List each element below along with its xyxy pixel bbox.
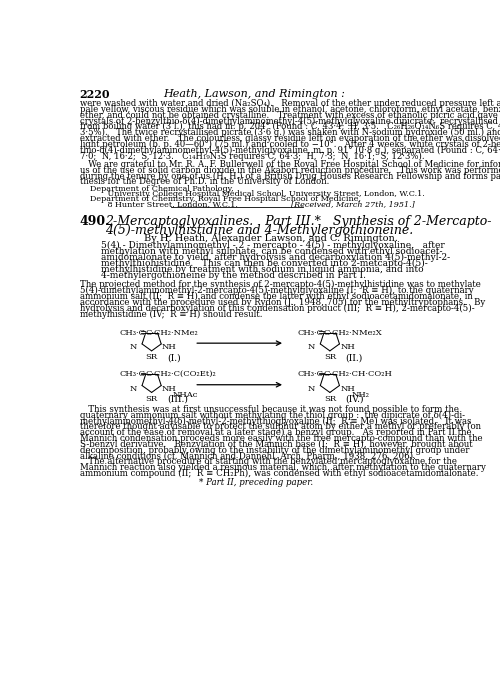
Text: NH: NH — [340, 343, 355, 351]
Text: decomposition, probably owing to the instability of the dimethylaminomethyl grou: decomposition, probably owing to the ins… — [80, 445, 469, 454]
Text: (I.): (I.) — [167, 353, 181, 362]
Text: NH: NH — [162, 385, 176, 393]
Text: By H. Heath, Alexander Lawson, and C. Rimington.: By H. Heath, Alexander Lawson, and C. Ri… — [144, 234, 398, 242]
Text: 8 Hunter Street, London, W.C.1.: 8 Hunter Street, London, W.C.1. — [100, 200, 237, 208]
Text: Mannich condensation proceeds more easily with the free mercapto-compound than w: Mannich condensation proceeds more easil… — [80, 434, 482, 443]
Text: NH₂: NH₂ — [351, 391, 369, 399]
Text: C·CH₂·NMe₂: C·CH₂·NMe₂ — [146, 329, 198, 337]
Text: Department of Chemical Pathology,: Department of Chemical Pathology, — [90, 184, 233, 193]
Text: 2-Mercaptoglyoxalines.   Part III.*   Synthesis of 2-Mercapto-: 2-Mercaptoglyoxalines. Part III.* Synthe… — [105, 215, 492, 228]
Text: were washed with water and dried (Na₂SO₄).   Removal of the ether under reduced : were washed with water and dried (Na₂SO₄… — [80, 99, 500, 108]
Text: The projected method for the synthesis of 2-mercapto-4(5)-methylhistidine was to: The projected method for the synthesis o… — [80, 280, 480, 290]
Text: SR: SR — [146, 353, 158, 361]
Text: N: N — [308, 343, 315, 351]
Text: thesis for the Degree of Ph.D. in the University of London.: thesis for the Degree of Ph.D. in the Un… — [80, 177, 329, 187]
Text: C·CH₂·NMe₂X: C·CH₂·NMe₂X — [324, 329, 382, 337]
Text: hydrolysis and decarboxylation of this condensation product (III;  R ≡ H), 2-mer: hydrolysis and decarboxylation of this c… — [80, 303, 474, 313]
Text: 490.: 490. — [80, 215, 110, 228]
Text: 5(4) - Dimethylaminomethyl - 2 - mercapto - 4(5) - methylglyoxaline,   after: 5(4) - Dimethylaminomethyl - 2 - mercapt… — [101, 242, 445, 251]
Text: methylthiohistidine.   This can then be converted into 2-metcapto-4(5)-: methylthiohistidine. This can then be co… — [101, 259, 428, 269]
Text: 3·5%).   The twice recrystallised picrate (3·6 g.) was shaken with N-sodium hydr: 3·5%). The twice recrystallised picrate … — [80, 128, 500, 137]
Text: N: N — [308, 385, 315, 393]
Text: ether, and could not be obtained crystalline.   Treatment with excess of ethanol: ether, and could not be obtained crystal… — [80, 111, 498, 120]
Text: C·CH₂·C(CO₂Et)₂: C·CH₂·C(CO₂Et)₂ — [146, 370, 216, 378]
Text: SR: SR — [324, 353, 336, 361]
Text: accordance with the procedure used by Rydon (J., 1948, 705) for the methyltrypto: accordance with the procedure used by Ry… — [80, 298, 485, 307]
Text: 4(5)-methylhistidine and 4-Methylergothioneine.: 4(5)-methylhistidine and 4-Methylergothi… — [105, 224, 414, 237]
Text: N: N — [129, 385, 136, 393]
Text: NH: NH — [340, 385, 355, 393]
Text: (III.): (III.) — [167, 395, 188, 404]
Text: CH₃·C: CH₃·C — [119, 329, 145, 337]
Text: 4-methylergothioneine by the method described in Part I.: 4-methylergothioneine by the method desc… — [101, 271, 366, 280]
Text: alkaline conditions (cf. Mannich and Dannehl, Arch. Pharm., 1938, 276, 206).: alkaline conditions (cf. Mannich and Dan… — [80, 452, 415, 461]
Text: methylhistidine by treatment with sodium in liquid ammonia, and into: methylhistidine by treatment with sodium… — [101, 265, 424, 274]
Text: pale yellow, viscous residue which was soluble in ethanol, acetone, chloroform, : pale yellow, viscous residue which was s… — [80, 105, 500, 113]
Text: 2220: 2220 — [80, 89, 110, 100]
Text: 7·0;  N, 16·2;  S, 12·3.   C₁₄H₁₉N₃S requires C, 64·3;  H, 7·3;  N, 16·1;  S, 12: 7·0; N, 16·2; S, 12·3. C₁₄H₁₉N₃S require… — [80, 152, 424, 161]
Text: methylaminomethyl-4(δ)-methyl-2-methylthioglyoxaline (II;  R ≡ Me) was isolated.: methylaminomethyl-4(δ)-methyl-2-methylth… — [80, 416, 471, 425]
Text: N: N — [129, 343, 136, 351]
Text: CH₃·C: CH₃·C — [119, 370, 145, 378]
Text: ammonium salt (II;  R ≡ H) and condense the latter with ethyl sodioacetamidomalo: ammonium salt (II; R ≡ H) and condense t… — [80, 292, 472, 301]
Text: thio-δ(4)-dimethylaminomethyl-4(5)-methylglyoxaline, m. p. 91° (0·8 g.), separat: thio-δ(4)-dimethylaminomethyl-4(5)-methy… — [80, 145, 500, 155]
Text: Mannich reaction also yielded a resinous material, which, after methylation to t: Mannich reaction also yielded a resinous… — [80, 464, 486, 473]
Text: (IV.): (IV.) — [346, 395, 364, 404]
Text: (II.): (II.) — [346, 353, 362, 362]
Text: NHAc: NHAc — [173, 391, 198, 399]
Text: methylhistidine (IV;  R ≡ H) should result.: methylhistidine (IV; R ≡ H) should resul… — [80, 310, 262, 319]
Text: This synthesis was at first unsuccessful because it was not found possible to fo: This synthesis was at first unsuccessful… — [80, 405, 458, 413]
Text: CH₃·C: CH₃·C — [298, 370, 324, 378]
Text: account of the ease of removal at a later stage) a benzyl group.   As reported i: account of the ease of removal at a late… — [80, 428, 471, 437]
Text: amidomalonate to yield, after hydrolysis and decarboxylation 4(5)-methyl-2-: amidomalonate to yield, after hydrolysis… — [101, 253, 451, 262]
Text: We are grateful to Mr. R. A. F. Bullerwell of the Royal Free Hospital School of : We are grateful to Mr. R. A. F. Bullerwe… — [80, 160, 500, 168]
Text: during the tenure by one of us (H. H.) of a British Drug Houses Research Fellows: during the tenure by one of us (H. H.) o… — [80, 171, 500, 180]
Text: quaternary ammonium salt without methylating the thiol group :  the dipicrate of: quaternary ammonium salt without methyla… — [80, 411, 464, 420]
Text: The alternative procedure of starting with the benzylated mercaptoglyoxaline for: The alternative procedure of starting wi… — [80, 457, 456, 466]
Text: SR: SR — [146, 395, 158, 403]
Text: methylation with methyl sulphate, can be condensed with ethyl sodioacet-: methylation with methyl sulphate, can be… — [101, 247, 443, 256]
Text: therefore thought advisable to protect the sulphur atom by either a methyl or pr: therefore thought advisable to protect t… — [80, 422, 480, 432]
Text: Heath, Lawson, and Rimington :: Heath, Lawson, and Rimington : — [163, 89, 345, 99]
Text: us of the use of solid carbon dioxide in the Akabori reduction procedure.   This: us of the use of solid carbon dioxide in… — [80, 166, 500, 175]
Text: from boiling water (3 l.), this had m. p. 204° (Found : C, 43·4;  H, 3·5.   C₂₆H: from boiling water (3 l.), this had m. p… — [80, 122, 500, 132]
Text: crystals of 2-benzylthio-δ(4)-dimethylaminomethyl-4(5)-methylglyoxaline dipicrat: crystals of 2-benzylthio-δ(4)-dimethylam… — [80, 116, 500, 125]
Text: University College Hospital Medical School, University Street, London, W.C.1.: University College Hospital Medical Scho… — [100, 190, 424, 198]
Text: C·CH₂·CH·CO₂H: C·CH₂·CH·CO₂H — [324, 370, 392, 378]
Text: light petroleum (b. p. 40—60°) (75 ml.) and cooled to −10°.   After 4 weeks, whi: light petroleum (b. p. 40—60°) (75 ml.) … — [80, 140, 500, 149]
Text: NH: NH — [162, 343, 176, 351]
Text: Department of Chemistry, Royal Free Hospital School of Medicine,: Department of Chemistry, Royal Free Hosp… — [90, 195, 360, 203]
Text: * Part II, preceding paper.: * Part II, preceding paper. — [199, 478, 314, 487]
Text: SR: SR — [324, 395, 336, 403]
Text: CH₃·C: CH₃·C — [298, 329, 324, 337]
Text: ammonium compound (II;  R ≡ CH₂Ph), was condensed with ethyl sodioacetamidomalon: ammonium compound (II; R ≡ CH₂Ph), was c… — [80, 469, 478, 478]
Text: extracted with ether.   The colourless, glassy residue left on evaporation of th: extracted with ether. The colourless, gl… — [80, 134, 500, 143]
Text: [Received, March 27th, 1951.]: [Received, March 27th, 1951.] — [291, 200, 415, 208]
Text: 5(4)-dimethylaminomethyl-2-mercapto-4(5)-methylglyoxaline (I;  R ≡ H), to the qu: 5(4)-dimethylaminomethyl-2-mercapto-4(5)… — [80, 286, 473, 295]
Text: S-benzyl derivative.   Benzylation of the Mannich base (I;  R ≡ H), however, bro: S-benzyl derivative. Benzylation of the … — [80, 440, 472, 449]
